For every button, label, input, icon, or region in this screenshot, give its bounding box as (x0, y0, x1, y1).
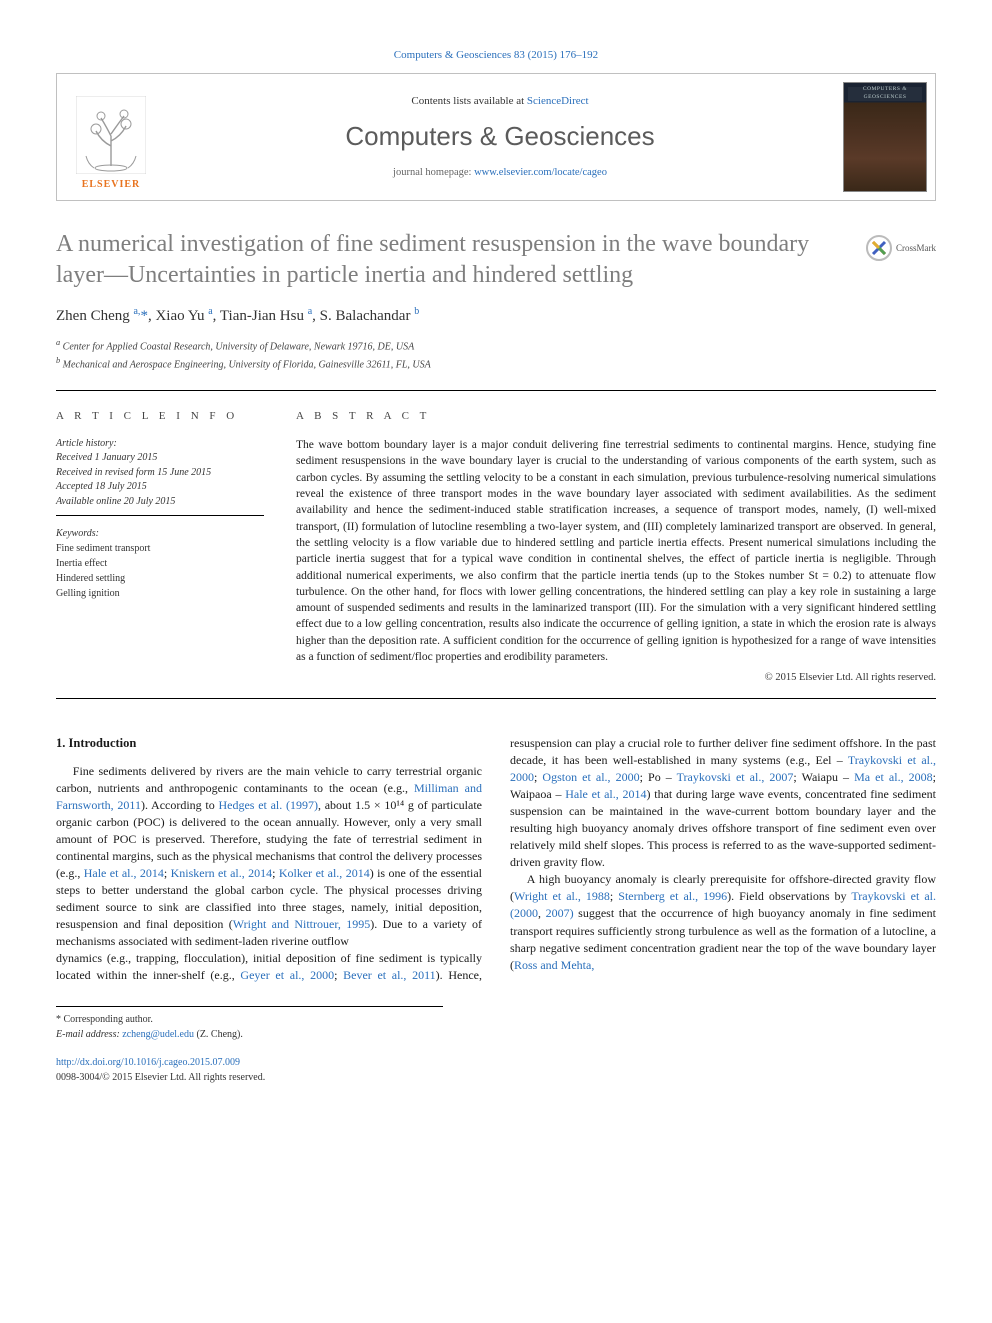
crossmark-label: CrossMark (896, 242, 936, 255)
keyword-item: Fine sediment transport (56, 541, 264, 556)
ref-link[interactable]: Wright et al., 1988 (514, 889, 610, 903)
keywords: Keywords: Fine sediment transportInertia… (56, 526, 264, 601)
ref-link[interactable]: Hale et al., 2014 (565, 787, 646, 801)
homepage-line: journal homepage: www.elsevier.com/locat… (393, 166, 607, 181)
header-center: Contents lists available at ScienceDirec… (165, 74, 835, 200)
section-1-heading: 1. Introduction (56, 735, 482, 753)
t: ; Waiapu – (793, 770, 854, 784)
history-accepted: Accepted 18 July 2015 (56, 480, 264, 495)
crossmark-badge[interactable]: CrossMark (866, 235, 936, 261)
homepage-prefix: journal homepage: (393, 167, 474, 178)
t: ; Po – (640, 770, 677, 784)
ref-link[interactable]: Ogston et al., 2000 (542, 770, 639, 784)
ref-link[interactable]: 2007) (546, 906, 574, 920)
article-title: A numerical investigation of fine sedime… (56, 229, 836, 290)
ref-link[interactable]: Sternberg et al., 1996 (618, 889, 727, 903)
email-who: (Z. Cheng). (194, 1029, 243, 1040)
article-info-label: A R T I C L E I N F O (56, 409, 264, 424)
t: ; (272, 866, 279, 880)
ref-link[interactable]: Hedges et al. (1997) (218, 798, 318, 812)
ref-link[interactable]: Wright and Nittrouer, 1995 (233, 917, 370, 931)
author-aff-link[interactable]: b (414, 308, 419, 324)
history-revised: Received in revised form 15 June 2015 (56, 466, 264, 481)
ref-link[interactable]: Kolker et al., 2014 (279, 866, 370, 880)
body-columns: 1. Introduction Fine sediments delivered… (56, 735, 936, 984)
corresponding-author: * Corresponding author. (56, 1013, 443, 1028)
publisher-name: ELSEVIER (82, 178, 141, 192)
para-3: A high buoyancy anomaly is clearly prere… (510, 871, 936, 973)
elsevier-logo: ELSEVIER (66, 82, 156, 192)
abstract-column: A B S T R A C T The wave bottom boundary… (296, 409, 936, 686)
keyword-item: Hindered settling (56, 571, 264, 586)
article-history: Article history: Received 1 January 2015… (56, 437, 264, 517)
authors-line: Zhen Cheng a,*, Xiao Yu a, Tian-Jian Hsu… (56, 305, 936, 327)
journal-cover-icon: COMPUTERS & GEOSCIENCES (843, 82, 927, 192)
cover-label: COMPUTERS & GEOSCIENCES (844, 86, 926, 101)
ref-link[interactable]: Kniskern et al., 2014 (171, 866, 273, 880)
keyword-item: Inertia effect (56, 556, 264, 571)
ref-link[interactable]: Ross and Mehta, (514, 958, 594, 972)
keyword-item: Gelling ignition (56, 586, 264, 601)
history-received: Received 1 January 2015 (56, 451, 264, 466)
corr-marker[interactable]: * (140, 308, 148, 324)
crossmark-icon (866, 235, 892, 261)
t: ; (334, 968, 343, 982)
history-online: Available online 20 July 2015 (56, 495, 264, 510)
author-aff-link[interactable]: a (208, 308, 212, 324)
t: ). Field observations by (727, 889, 851, 903)
ref-link[interactable]: Geyer et al., 2000 (240, 968, 334, 982)
publisher-logo-box: ELSEVIER (57, 74, 165, 200)
email-line: E-mail address: zcheng@udel.edu (Z. Chen… (56, 1028, 443, 1043)
affiliation-line: a Center for Applied Coastal Research, U… (56, 337, 936, 355)
doi-link[interactable]: http://dx.doi.org/10.1016/j.cageo.2015.0… (56, 1057, 240, 1068)
email-label: E-mail address: (56, 1029, 122, 1040)
article-info-column: A R T I C L E I N F O Article history: R… (56, 409, 264, 686)
journal-header: ELSEVIER Contents lists available at Sci… (56, 73, 936, 201)
t: ; (164, 866, 171, 880)
footnotes: * Corresponding author. E-mail address: … (56, 1006, 443, 1042)
t: , (538, 906, 546, 920)
keywords-label: Keywords: (56, 526, 264, 541)
email-link[interactable]: zcheng@udel.edu (122, 1029, 194, 1040)
abstract-text: The wave bottom boundary layer is a majo… (296, 437, 936, 666)
contents-prefix: Contents lists available at (411, 95, 526, 107)
author-aff-link[interactable]: a (308, 308, 312, 324)
top-citation: Computers & Geosciences 83 (2015) 176–19… (56, 48, 936, 63)
ref-link[interactable]: Bever et al., 2011 (343, 968, 436, 982)
homepage-link[interactable]: www.elsevier.com/locate/cageo (474, 167, 607, 178)
rule-bottom (56, 698, 936, 699)
ref-link[interactable]: Traykovski et al., 2007 (677, 770, 794, 784)
history-label: Article history: (56, 437, 264, 452)
abstract-copyright: © 2015 Elsevier Ltd. All rights reserved… (296, 671, 936, 686)
sciencedirect-link[interactable]: ScienceDirect (527, 95, 589, 107)
cover-box: COMPUTERS & GEOSCIENCES (835, 74, 935, 200)
journal-name: Computers & Geosciences (345, 118, 654, 154)
elsevier-tree-icon (76, 96, 146, 174)
issn-copyright: 0098-3004/© 2015 Elsevier Ltd. All right… (56, 1072, 265, 1083)
ref-link[interactable]: Hale et al., 2014 (84, 866, 164, 880)
para-1: Fine sediments delivered by rivers are t… (56, 763, 482, 950)
ref-link[interactable]: Ma et al., 2008 (854, 770, 933, 784)
abstract-label: A B S T R A C T (296, 409, 936, 424)
contents-line: Contents lists available at ScienceDirec… (411, 94, 588, 109)
doi-block: http://dx.doi.org/10.1016/j.cageo.2015.0… (56, 1056, 936, 1085)
affiliation-line: b Mechanical and Aerospace Engineering, … (56, 355, 936, 373)
affiliations: a Center for Applied Coastal Research, U… (56, 337, 936, 373)
t: ). According to (141, 798, 219, 812)
